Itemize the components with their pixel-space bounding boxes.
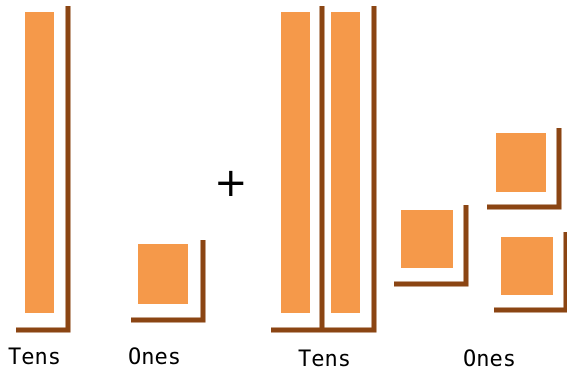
right-ten-rod-1 — [281, 12, 310, 313]
right-one-bracket-2 — [487, 128, 562, 210]
left-tens-group — [16, 6, 71, 333]
right-one-cube-2 — [496, 133, 546, 192]
right-one-bracket-1 — [394, 205, 469, 287]
left-ones-bracket — [131, 240, 206, 323]
right-tens-bracket — [271, 6, 377, 333]
left-tens-label: Tens — [8, 345, 61, 370]
right-one-cube-3 — [501, 237, 553, 295]
right-one-bracket-3 — [494, 232, 567, 313]
right-one-cube-1 — [401, 210, 453, 268]
right-ones-label: Ones — [463, 347, 516, 372]
right-ten-rod-2 — [331, 12, 360, 313]
left-tens-bracket — [16, 6, 71, 333]
right-tens-group — [271, 6, 377, 333]
right-tens-label: Tens — [298, 347, 351, 372]
left-ones-label: Ones — [128, 345, 181, 370]
left-ten-rod — [25, 12, 54, 313]
left-one-cube — [138, 244, 188, 304]
plus-sign: + — [214, 160, 248, 206]
right-ones-group — [394, 128, 567, 313]
left-ones-group — [131, 240, 206, 323]
